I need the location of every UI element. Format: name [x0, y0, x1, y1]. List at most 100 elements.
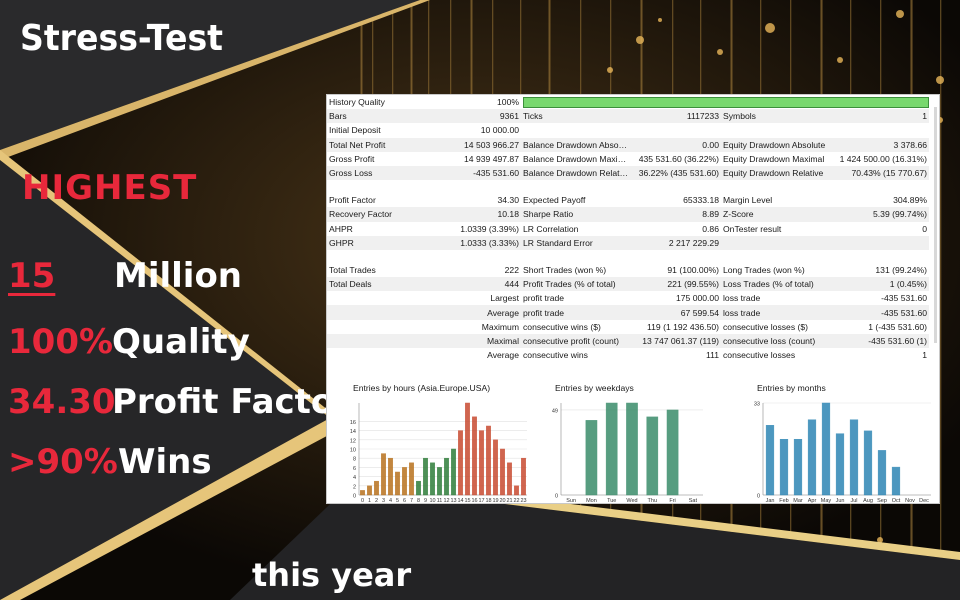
report-value: Average: [487, 350, 519, 361]
chart-months-title: Entries by months: [757, 383, 826, 393]
y-tick-label: 33: [754, 402, 760, 408]
x-tick-label: 18: [485, 498, 491, 504]
report-label: consecutive wins: [523, 350, 588, 361]
report-value: 14 503 966.27: [427, 137, 521, 152]
report-value: 1 (-435 531.60): [868, 321, 927, 332]
chart-weekdays-title: Entries by weekdays: [555, 383, 634, 393]
y-tick-label: 10: [350, 448, 356, 454]
chart-bar: [835, 433, 845, 496]
table-row: AHPR 1.0339 (3.39%) LR Correlation 0.86 OnTe…: [327, 222, 929, 236]
report-value: -435 531.60: [427, 165, 521, 181]
report-value: -435 531.60 (1): [829, 333, 929, 348]
report-value: 36.22% (435 531.60): [631, 165, 721, 181]
report-value: 0.86: [702, 223, 719, 234]
report-label: [327, 305, 427, 320]
stat-row-profit-factor: 34.30 Profit Factor: [8, 382, 351, 426]
report-value: 175 000.00: [675, 293, 719, 304]
report-value: 1.0333 (3.33%): [427, 235, 521, 250]
chart-bar: [430, 462, 435, 496]
x-tick-label: Jul: [850, 498, 857, 504]
table-row: Average consecutive wins 111 consecutive lo…: [327, 348, 929, 362]
chart-bar: [793, 438, 803, 496]
chart-bar: [416, 480, 421, 496]
report-scrollbar[interactable]: [934, 107, 937, 343]
report-label: AHPR: [329, 223, 353, 234]
table-row: Total Trades 222 Short Trades (won %) 91 (1…: [327, 263, 929, 277]
report-value: -435 531.60: [881, 293, 927, 304]
table-row: Gross Profit 14 939 497.87 Balance Drawdow…: [327, 152, 929, 166]
chart-bar: [521, 457, 526, 496]
report-value: 5.39 (99.74%): [829, 207, 929, 222]
report-value: 10.18: [427, 207, 521, 222]
promo-footer: this year: [252, 556, 412, 594]
stat-label-wins: Wins: [118, 442, 212, 482]
x-tick-label: 21: [506, 498, 512, 504]
report-label: Recovery Factor: [327, 207, 427, 222]
chart-bar: [493, 439, 498, 496]
report-value: 119 (1 192 436.50): [647, 321, 719, 332]
report-label: [721, 123, 829, 137]
x-tick-label: 12: [443, 498, 449, 504]
x-tick-label: Apr: [808, 498, 817, 504]
report-label: Sharpe Ratio: [521, 207, 631, 222]
table-row: Bars 9361 Ticks 1117233 Symbols 1: [327, 109, 929, 124]
chart-bar: [486, 425, 491, 496]
chart-months: 0 33 Jan Feb Mar Apr May Jun Jul Aug Sep Oct Nov Dec …: [751, 381, 937, 504]
bokeh-light: [877, 537, 883, 543]
report-value: 1.0339 (3.39%): [460, 223, 519, 234]
report-label: Loss Trades (% of total): [721, 277, 829, 292]
report-value: 1 (0.45%): [829, 277, 929, 292]
chart-bar: [444, 457, 449, 496]
x-tick-label: 3: [382, 498, 385, 504]
report-value: 2 217 229.29: [631, 235, 721, 250]
table-row: History Quality 100%: [327, 95, 929, 109]
y-tick-label: 8: [353, 457, 356, 463]
report-label: [721, 235, 829, 250]
report-value: 0: [922, 223, 927, 234]
chart-bar: [821, 402, 831, 496]
chart-bar: [626, 402, 638, 496]
section-gap-cell: [327, 250, 929, 263]
report-label: Expected Payoff: [523, 195, 586, 206]
report-label: Equity Drawdown Absolute: [721, 137, 829, 152]
report-label: Balance Drawdown Maximal: [523, 153, 631, 164]
report-table: History Quality 100% Bars 9361 Ticks 111723…: [327, 95, 929, 362]
table-row: Total Net Profit 14 503 966.27 Balance Dra…: [327, 137, 929, 152]
x-tick-label: 9: [424, 498, 427, 504]
bokeh-light: [936, 76, 944, 84]
report-label: Total Trades: [329, 264, 376, 275]
report-value: Maximum: [481, 321, 519, 332]
x-tick-label: 1: [368, 498, 371, 504]
chart-bar: [367, 485, 372, 496]
x-tick-label: Tue: [607, 498, 616, 504]
x-tick-label: Wed: [626, 498, 637, 504]
x-tick-label: 19: [492, 498, 498, 504]
report-label: [327, 320, 427, 334]
report-value: 13 747 061.37 (119): [631, 333, 721, 348]
y-tick-label: 14: [350, 429, 356, 435]
x-tick-label: 13: [450, 498, 456, 504]
report-label: Balance Drawdown Absolute: [521, 137, 631, 152]
table-row: Largest profit trade 175 000.00 loss trade -…: [327, 291, 929, 305]
bokeh-light: [837, 57, 843, 63]
report-label: Profit Factor: [329, 195, 376, 206]
stat-row-quality: 100% Quality: [8, 322, 328, 366]
stat-value-wins: >90%: [8, 442, 118, 482]
report-value: 1 424 500.00 (16.31%): [839, 153, 927, 164]
stat-row-profit: 15 Million: [8, 256, 328, 300]
report-value: [631, 123, 721, 137]
chart-bar: [458, 430, 463, 496]
chart-bar: [388, 457, 393, 496]
report-value: Largest: [490, 293, 519, 304]
report-label: Equity Drawdown Maximal: [723, 153, 825, 164]
report-label: Balance Drawdown Relative: [521, 165, 631, 181]
chart-months-svg: 0 33 Jan Feb Mar Apr May Jun Jul Aug Sep Oct Nov Dec: [754, 402, 931, 504]
y-tick-label: 6: [353, 466, 356, 472]
report-value: 0.00: [631, 137, 721, 152]
report-label: consecutive losses: [723, 350, 796, 361]
x-tick-label: 20: [499, 498, 505, 504]
chart-bar: [360, 490, 365, 496]
x-tick-label: 23: [520, 498, 526, 504]
report-value: 131 (99.24%): [875, 264, 927, 275]
chart-bar: [863, 430, 873, 496]
